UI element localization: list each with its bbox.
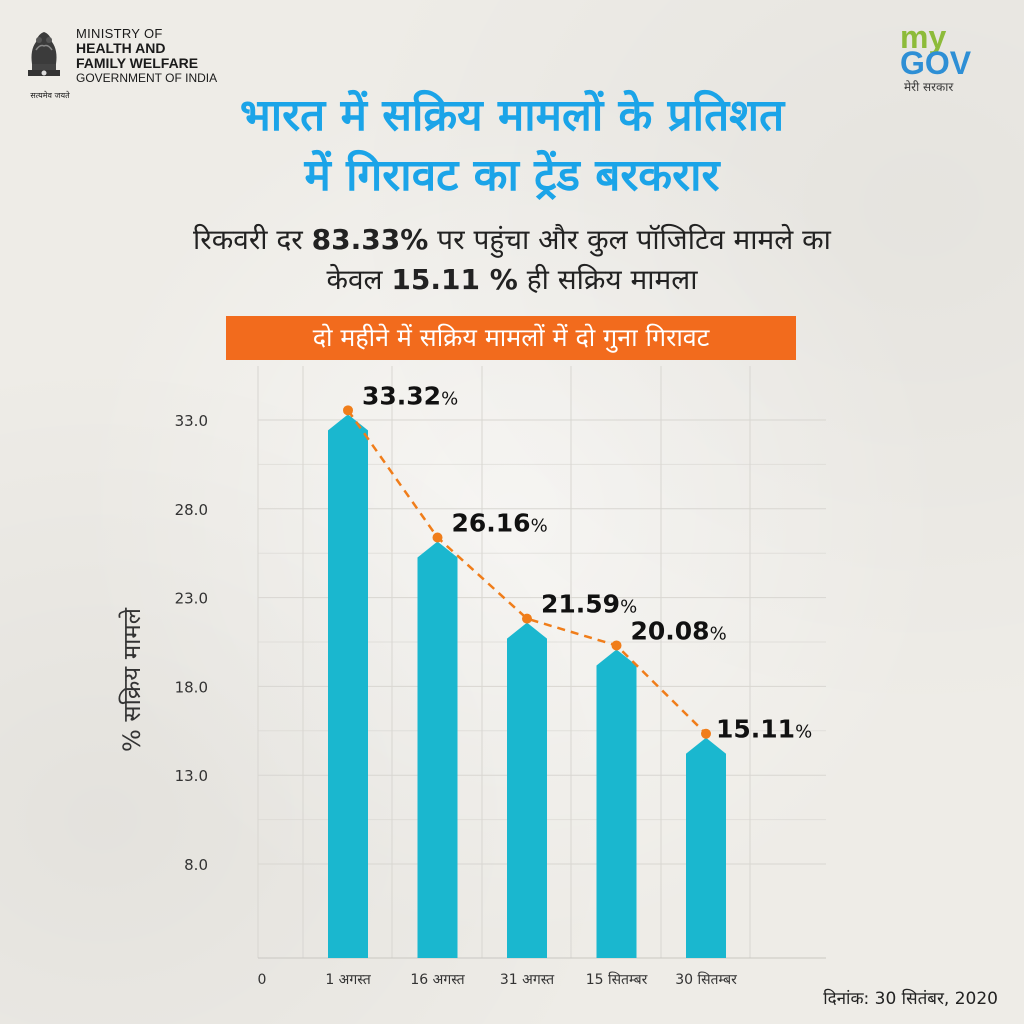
subtitle-line-1-pre: रिकवरी दर	[193, 223, 312, 256]
y-tick-label: 23.0	[175, 590, 208, 608]
recovery-rate: 83.33%	[311, 223, 429, 256]
highlight-banner: दो महीने में सक्रिय मामलों में दो गुना ग…	[226, 316, 796, 360]
value-label: 26.16%	[452, 508, 548, 537]
trend-point	[522, 613, 532, 624]
subtitle-line-2-post: ही सक्रिय मामला	[517, 263, 698, 296]
x-origin-label: 0	[258, 972, 267, 988]
active-rate: 15.11 %	[391, 263, 518, 296]
subtitle-line-2: केवल 15.11 % ही सक्रिय मामला	[0, 260, 1024, 300]
x-category-label: 30 सितम्बर	[675, 971, 737, 988]
y-axis-label: % सक्रिय मामले	[118, 607, 146, 752]
page-title: भारत में सक्रिय मामलों के प्रतिशत में गि…	[0, 86, 1024, 206]
ministry-line-3: FAMILY WELFARE	[76, 55, 199, 71]
trend-line-path	[346, 409, 707, 735]
title-line-1: भारत में सक्रिय मामलों के प्रतिशत	[239, 90, 785, 141]
x-category-label: 1 अगस्त	[325, 972, 371, 988]
y-tick-label: 33.0	[175, 412, 208, 430]
mygov-logo-my: my	[900, 21, 996, 53]
emblem-motto: सत्यमेव जयते	[30, 91, 70, 100]
title-line-2: में गिरावट का ट्रेंड बरकरार	[304, 150, 720, 201]
bar	[686, 737, 726, 958]
trend-point	[611, 640, 622, 651]
mygov-logo: my GOV मेरी सरकार	[900, 21, 996, 95]
trend-point	[343, 405, 353, 416]
y-tick-label: 13.0	[175, 767, 208, 785]
ministry-line-4: GOVERNMENT OF INDIA	[76, 71, 218, 85]
value-label: 33.32%	[362, 381, 458, 410]
y-tick-label: 28.0	[175, 501, 208, 519]
mygov-gov-text: GOV	[900, 45, 972, 81]
footer-date: दिनांक: 30 सितंबर, 2020	[823, 989, 998, 1009]
ministry-logo: सत्यमेव जयते MINISTRY OF HEALTH AND FAMI…	[22, 26, 217, 100]
ministry-line-2: HEALTH AND	[76, 40, 166, 56]
x-category-label: 31 अगस्त	[500, 972, 555, 988]
y-tick-label: 18.0	[175, 678, 208, 696]
x-category-label: 16 अगस्त	[410, 972, 465, 988]
y-tick-label: 8.0	[184, 856, 208, 874]
ministry-line-1: MINISTRY OF	[76, 26, 163, 41]
value-label: 21.59%	[541, 590, 637, 619]
subtitle: रिकवरी दर 83.33% पर पहुंचा और कुल पॉजिटि…	[0, 220, 1024, 300]
trend-point	[432, 532, 443, 543]
chart-bars	[328, 414, 726, 959]
chart-labels: 33.0 28.0 23.0 18.0 13.0 8.0 0 % सक्रिय मामले 1 …	[118, 381, 812, 988]
bar	[596, 649, 637, 958]
x-category-label: 15 सितम्बर	[586, 971, 648, 988]
subtitle-line-1: रिकवरी दर 83.33% पर पहुंचा और कुल पॉजिटि…	[0, 220, 1024, 260]
trend-point	[701, 728, 711, 739]
subtitle-line-1-post: पर पहुंचा और कुल पॉजिटिव मामले का	[428, 223, 831, 256]
bar	[328, 414, 368, 959]
value-label: 20.08%	[631, 616, 727, 645]
bar	[417, 541, 458, 958]
mygov-my-text: my	[900, 19, 947, 55]
subtitle-line-2-pre: केवल	[326, 263, 392, 296]
value-label: 15.11%	[716, 715, 812, 744]
mygov-tagline: मेरी सरकार	[904, 80, 954, 94]
bar	[507, 622, 547, 958]
national-emblem-icon	[28, 32, 60, 76]
ministry-name: MINISTRY OF HEALTH AND FAMILY WELFARE GO…	[76, 26, 217, 86]
trend-line	[343, 405, 711, 739]
mygov-logo-gov: GOV	[900, 47, 996, 79]
